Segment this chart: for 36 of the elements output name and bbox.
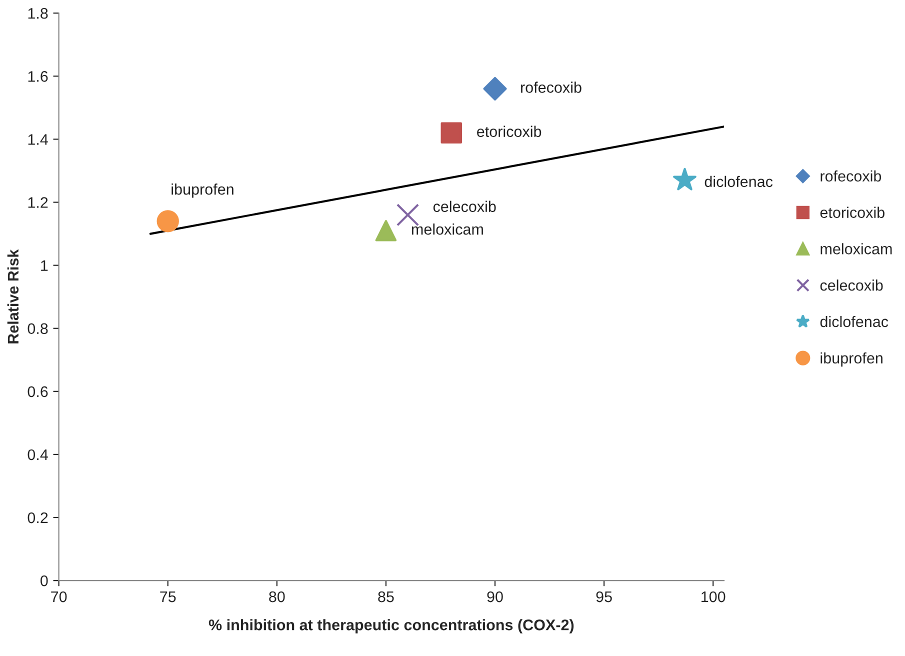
point — [673, 168, 696, 190]
y-tick-label: 0.6 — [28, 386, 48, 398]
x-tick-label: 80 — [269, 591, 285, 602]
point — [375, 220, 397, 242]
legend-label: rofecoxib — [820, 170, 882, 182]
y-tick-label: 1.6 — [28, 71, 48, 82]
legend-label: meloxicam — [820, 243, 892, 254]
x-tick-label: 90 — [487, 591, 503, 602]
x-tick-label: 100 — [702, 591, 726, 602]
y-axis-title: Relative Risk — [7, 249, 19, 344]
y-tick-label: 1 — [41, 260, 48, 271]
x-axis-title: % inhibition at therapeutic concentrations (COX-2) — [208, 619, 574, 634]
legend-label: etoricoxib — [820, 206, 884, 218]
text: celecoxib — [433, 200, 496, 212]
point — [440, 122, 462, 144]
legend-label: diclofenac — [820, 316, 888, 328]
x-tick-label: 70 — [51, 591, 67, 602]
x-tick-label: 75 — [160, 592, 176, 602]
text: diclofenac — [704, 176, 773, 188]
text: meloxicam — [412, 224, 483, 235]
x-tick-label: 95 — [596, 591, 612, 602]
text: rofecoxib — [521, 82, 582, 93]
y-tick-label: 0.2 — [28, 512, 48, 524]
point — [156, 210, 179, 232]
point — [483, 76, 507, 101]
y-tick-label: 1.4 — [28, 134, 48, 145]
text: etoricoxib — [477, 126, 542, 138]
x-tick-label: 85 — [378, 591, 394, 602]
legend-label: celecoxib — [820, 280, 883, 291]
y-tick-label: 1.2 — [28, 197, 48, 208]
legend-label: ibuprofen — [820, 352, 882, 367]
y-tick-label: 0.4 — [28, 449, 48, 460]
text: ibuprofen — [172, 184, 234, 198]
y-tick-label: 0.8 — [28, 323, 48, 334]
y-tick-label: 1.8 — [28, 8, 48, 19]
y-tick-label: 0 — [40, 575, 48, 586]
